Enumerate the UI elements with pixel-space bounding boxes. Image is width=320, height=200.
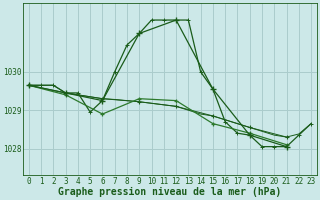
X-axis label: Graphe pression niveau de la mer (hPa): Graphe pression niveau de la mer (hPa): [58, 187, 282, 197]
